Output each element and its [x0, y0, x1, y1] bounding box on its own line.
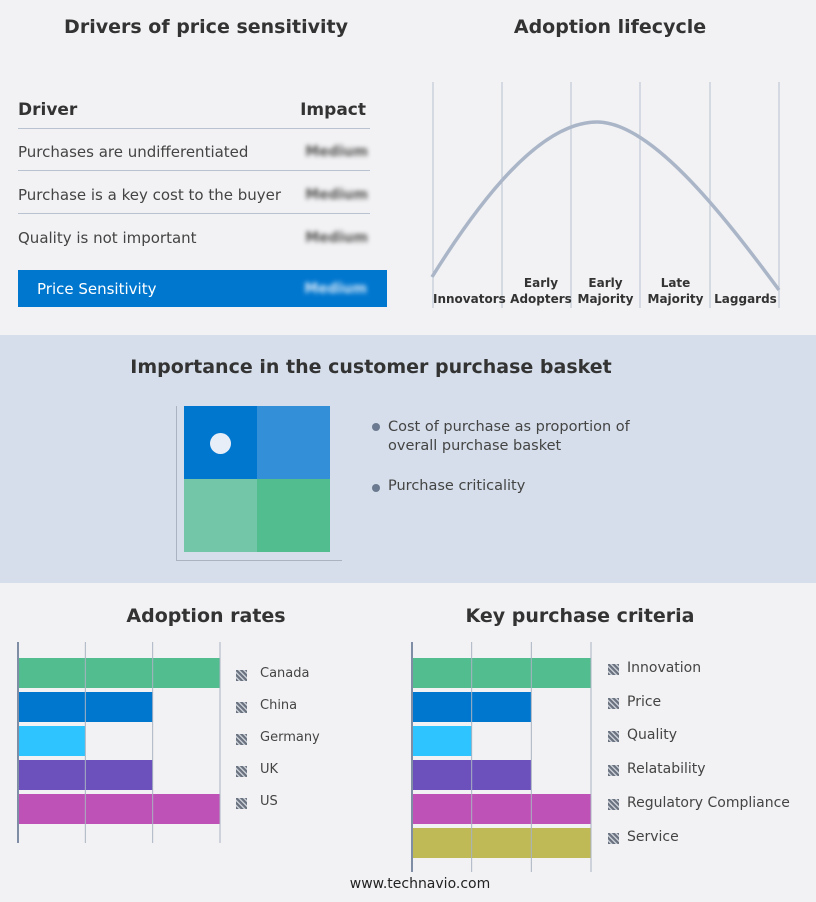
driver-cell: Quality is not important [18, 229, 197, 247]
legend-swatch-icon [608, 832, 619, 844]
legend-swatch-icon [608, 798, 619, 810]
adoption-rates-title: Adoption rates [126, 605, 286, 627]
legend-label: US [260, 794, 278, 809]
legend-label: Price [627, 693, 662, 710]
bar-us [18, 794, 220, 824]
quadrant-bottom-left [184, 479, 257, 552]
legend-label: Regulatory Compliance [627, 794, 790, 811]
table-row: Purchase is a key cost to the buyer Mediu… [18, 171, 370, 214]
legend-swatch-icon [608, 731, 619, 743]
legend-label: Service [627, 828, 679, 845]
stage-late-majority: Late Majority [647, 276, 704, 306]
legend-label: Innovation [627, 660, 702, 676]
driver-header: Driver [18, 100, 78, 120]
bar-service [412, 828, 591, 858]
price-sensitivity-summary: Price Sensitivity Medium [18, 270, 387, 307]
bar-quality [412, 726, 472, 756]
legend-swatch-icon [236, 670, 247, 681]
table-header: Driver Impact [18, 86, 370, 129]
legend-swatch-icon [236, 734, 247, 745]
stage-early-adopters: Early Adopters [510, 276, 572, 306]
quadrant-top-right [257, 406, 330, 479]
bar-regulatory-compliance [412, 794, 591, 824]
bar-canada [18, 658, 220, 688]
legend-label: Germany [260, 730, 320, 745]
impact-cell: Medium [305, 230, 368, 246]
bullet-icon [372, 484, 380, 492]
basket-section [0, 335, 816, 583]
legend-label: China [260, 698, 298, 713]
footer-url: www.technavio.com [349, 876, 491, 892]
adoption-curve [430, 120, 781, 292]
impact-cell: Medium [305, 144, 368, 160]
impact-cell: Medium [305, 187, 368, 203]
summary-impact: Medium [304, 281, 367, 297]
basket-legend-cost: Cost of purchase as proportion of overal… [388, 419, 630, 454]
kpc-title: Key purchase criteria [465, 605, 695, 627]
bar-innovation [412, 658, 591, 688]
lifecycle-chart [430, 82, 781, 308]
legend-label: UK [260, 762, 279, 777]
impact-header: Impact [300, 100, 366, 120]
position-marker [210, 433, 231, 454]
legend-swatch-icon [608, 697, 619, 709]
price-sensitivity-title: Drivers of price sensitivity [64, 16, 348, 38]
table-row: Quality is not important Medium [18, 214, 370, 256]
lifecycle-title: Adoption lifecycle [513, 16, 707, 38]
basket-legend-criticality: Purchase criticality [388, 478, 526, 494]
basket-title: Importance in the customer purchase bask… [130, 356, 612, 378]
driver-cell: Purchases are undifferentiated [18, 143, 249, 161]
bullet-icon [372, 423, 380, 431]
legend-swatch-icon [236, 702, 247, 713]
legend-swatch-icon [608, 765, 619, 777]
bar-germany [18, 726, 86, 756]
legend-swatch-icon [236, 798, 247, 809]
table-row: Purchases are undifferentiated Medium [18, 128, 370, 171]
legend-swatch-icon [236, 766, 247, 777]
legend-swatch-icon [608, 664, 619, 675]
basket-x-axis [176, 560, 342, 561]
driver-cell: Purchase is a key cost to the buyer [18, 186, 282, 204]
summary-label: Price Sensitivity [37, 280, 157, 298]
basket-y-axis [176, 406, 177, 560]
legend-label: Canada [260, 666, 310, 681]
quadrant-bottom-right [257, 479, 330, 552]
stage-laggards: Laggards [714, 292, 777, 306]
legend-label: Quality [627, 727, 678, 744]
legend-label: Relatability [627, 761, 706, 778]
stage-early-majority: Early Majority [577, 276, 634, 306]
stage-innovators: Innovators [433, 292, 506, 306]
